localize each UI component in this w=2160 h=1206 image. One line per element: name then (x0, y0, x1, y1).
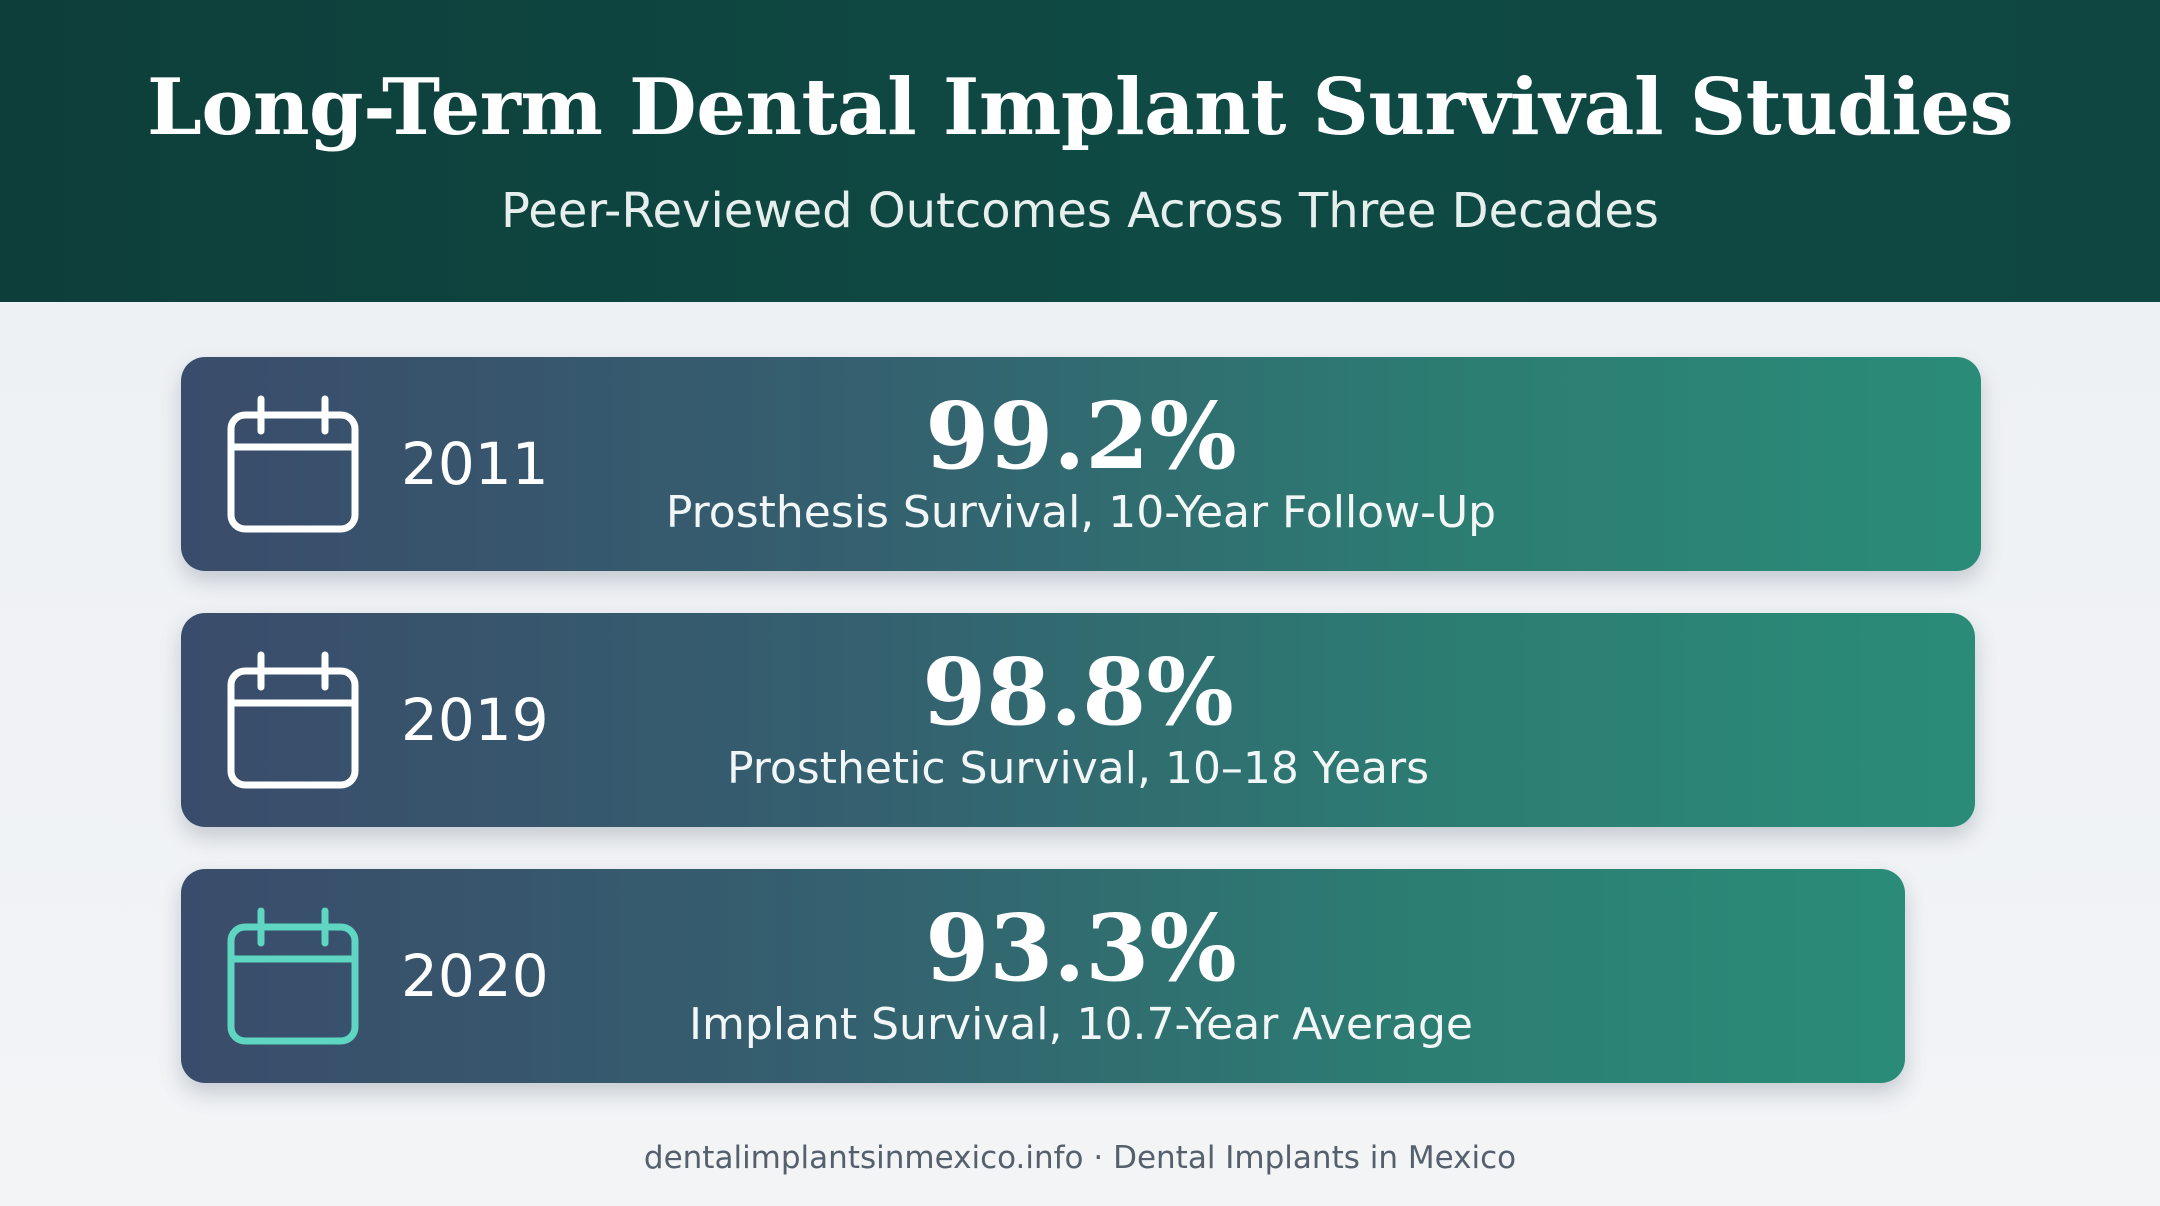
calendar-icon (227, 907, 359, 1047)
study-card-2011: 2011 99.2% Prosthesis Survival, 10-Year … (181, 357, 1981, 571)
study-year: 2019 (401, 686, 549, 754)
survival-rate: 99.2% (925, 382, 1237, 490)
study-card-2020: 2020 93.3% Implant Survival, 10.7-Year A… (181, 869, 1905, 1083)
calendar-icon (227, 395, 359, 535)
page-title: Long-Term Dental Implant Survival Studie… (146, 62, 2014, 153)
header-banner: Long-Term Dental Implant Survival Studie… (0, 0, 2160, 302)
study-description: Prosthetic Survival, 10–18 Years (726, 743, 1429, 794)
study-description: Prosthesis Survival, 10-Year Follow-Up (665, 487, 1497, 538)
survival-rate: 93.3% (925, 894, 1237, 1002)
study-card-2019: 2019 98.8% Prosthetic Survival, 10–18 Ye… (181, 613, 1975, 827)
calendar-icon (227, 651, 359, 791)
footer-credit: dentalimplantsinmexico.info · Dental Imp… (643, 1140, 1517, 1176)
page-subtitle: Peer-Reviewed Outcomes Across Three Deca… (501, 183, 1659, 239)
study-description: Implant Survival, 10.7-Year Average (689, 999, 1473, 1050)
survival-rate: 98.8% (922, 638, 1234, 746)
study-year: 2011 (401, 430, 549, 498)
study-year: 2020 (401, 942, 549, 1010)
